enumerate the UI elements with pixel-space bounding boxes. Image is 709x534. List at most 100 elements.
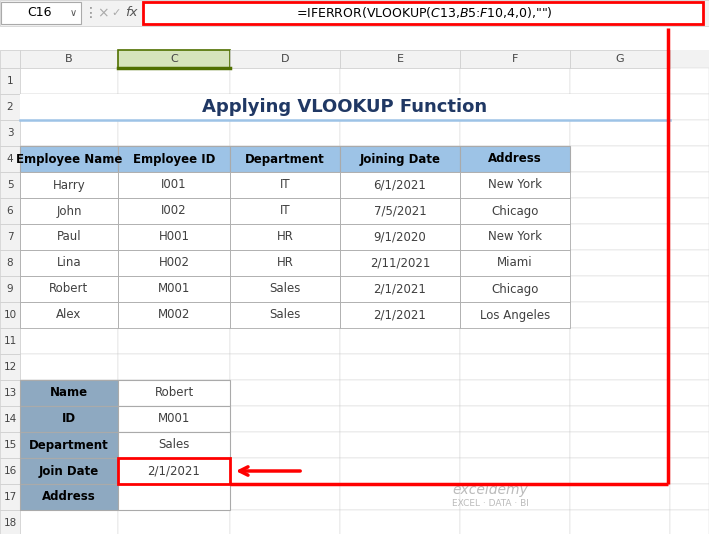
Text: Applying VLOOKUP Function: Applying VLOOKUP Function [203, 98, 488, 116]
Text: IT: IT [279, 205, 290, 217]
Bar [570, 224, 670, 250]
Bar [20, 276, 118, 302]
Bar [670, 302, 709, 328]
Bar [118, 146, 230, 172]
Bar [340, 224, 460, 250]
Text: Sales: Sales [269, 282, 301, 295]
Bar [340, 172, 460, 198]
Text: 16: 16 [4, 466, 16, 476]
Text: 2/1/2021: 2/1/2021 [374, 282, 426, 295]
Bar [570, 172, 670, 198]
Bar [230, 276, 340, 302]
Text: HR: HR [277, 231, 294, 244]
Bar [230, 250, 340, 276]
Bar [230, 50, 340, 68]
Bar [570, 146, 670, 172]
Bar [1, 2, 81, 24]
Bar [20, 484, 118, 510]
Bar [340, 380, 460, 406]
Bar [570, 406, 670, 432]
Bar [570, 250, 670, 276]
Text: ✓: ✓ [111, 8, 121, 18]
Bar [340, 172, 460, 198]
Bar [340, 276, 460, 302]
Bar [118, 224, 230, 250]
Bar [20, 250, 118, 276]
Bar [340, 276, 460, 302]
Text: 2/11/2021: 2/11/2021 [370, 256, 430, 270]
Bar [118, 406, 230, 432]
Text: M001: M001 [158, 412, 190, 426]
Bar [670, 406, 709, 432]
Bar [230, 68, 340, 94]
Text: H001: H001 [159, 231, 189, 244]
Bar [230, 198, 340, 224]
Bar [0, 302, 20, 328]
Text: fx: fx [125, 6, 138, 20]
Bar [118, 458, 230, 484]
Text: Employee Name: Employee Name [16, 153, 122, 166]
Bar [0, 94, 20, 120]
Bar [118, 50, 230, 68]
Bar [340, 406, 460, 432]
Bar [670, 380, 709, 406]
Bar [118, 198, 230, 224]
Bar [570, 120, 670, 146]
Text: 2/1/2021: 2/1/2021 [374, 309, 426, 321]
Bar [118, 406, 230, 432]
Bar [340, 302, 460, 328]
Bar [340, 328, 460, 354]
Bar [460, 302, 570, 328]
Bar [340, 250, 460, 276]
Text: 11: 11 [4, 336, 16, 346]
Bar [20, 172, 118, 198]
Bar [340, 50, 460, 68]
Text: Sales: Sales [158, 438, 190, 452]
Bar [0, 380, 20, 406]
Text: G: G [615, 54, 625, 64]
Text: Harry: Harry [52, 178, 85, 192]
Text: ⋮: ⋮ [84, 6, 98, 20]
Bar [340, 432, 460, 458]
Bar [670, 250, 709, 276]
Bar [0, 120, 20, 146]
Bar [118, 484, 230, 510]
Bar [230, 172, 340, 198]
Text: 12: 12 [4, 362, 16, 372]
Text: Department: Department [245, 153, 325, 166]
Bar [570, 276, 670, 302]
Bar [118, 276, 230, 302]
Bar [670, 354, 709, 380]
Bar [0, 484, 20, 510]
Bar [20, 406, 118, 432]
Bar [460, 224, 570, 250]
Text: Sales: Sales [269, 309, 301, 321]
Bar [670, 484, 709, 510]
Bar [118, 68, 230, 94]
Bar [0, 276, 20, 302]
Text: 14: 14 [4, 414, 16, 424]
Text: Chicago: Chicago [491, 205, 539, 217]
Bar [230, 406, 340, 432]
Bar [460, 172, 570, 198]
Bar [570, 50, 670, 68]
Bar [20, 146, 118, 172]
Bar [0, 432, 20, 458]
Bar [460, 484, 570, 510]
Bar [20, 120, 118, 146]
Bar [0, 50, 709, 68]
Bar [340, 224, 460, 250]
Bar [460, 302, 570, 328]
Bar [118, 224, 230, 250]
Bar [20, 198, 118, 224]
Bar [20, 224, 118, 250]
Bar [230, 380, 340, 406]
Text: Address: Address [42, 491, 96, 504]
Bar [230, 458, 340, 484]
Bar [460, 276, 570, 302]
Bar [0, 458, 20, 484]
Text: 2/1/2021: 2/1/2021 [147, 465, 201, 477]
Bar [20, 172, 118, 198]
Bar [460, 198, 570, 224]
Text: M001: M001 [158, 282, 190, 295]
